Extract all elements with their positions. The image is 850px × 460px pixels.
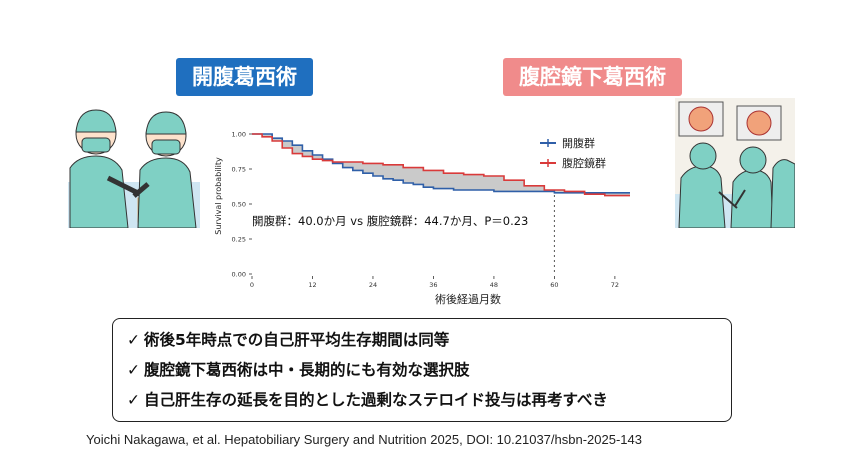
summary-point-text: 自己肝生存の延長を目的とした過剰なステロイド投与は再考すべき [144, 391, 608, 409]
open-surgery-label: 開腹葛西術 [176, 58, 313, 96]
y-axis: 0.00 0.25 0.50 0.75 1.00 [232, 131, 252, 279]
y-axis-label: Survival probability [214, 157, 223, 235]
x-tick-label: 12 [308, 281, 316, 289]
summary-point: ✓ 術後5年時点での自己肝平均生存期間は同等 [127, 325, 717, 355]
x-tick-label: 0 [250, 281, 254, 289]
y-tick-label: 0.75 [232, 166, 246, 174]
x-tick-label: 36 [429, 281, 437, 289]
survival-difference-area [252, 134, 630, 196]
y-tick-label: 1.00 [232, 131, 246, 139]
check-icon: ✓ [127, 391, 140, 409]
median-survival-annotation: 開腹群：40.0か月 vs 腹腔鏡群：44.7か月、P＝0.23 [252, 214, 528, 228]
y-tick-label: 0.50 [232, 201, 246, 209]
summary-point-text: 術後5年時点での自己肝平均生存期間は同等 [144, 331, 450, 349]
legend-label-open: 開腹群 [562, 136, 595, 150]
open-surgery-illustration [68, 109, 200, 228]
series-line-laparoscopic [252, 133, 630, 197]
y-tick-label: 0.00 [232, 271, 246, 279]
x-tick-label: 72 [611, 281, 619, 289]
x-tick-label: 24 [369, 281, 377, 289]
check-icon: ✓ [127, 331, 140, 349]
x-tick-label: 48 [490, 281, 498, 289]
x-axis-label: 術後経過月数 [435, 292, 501, 306]
legend: 開腹群 腹腔鏡群 [540, 136, 606, 170]
laparoscopic-surgery-label: 腹腔鏡下葛西術 [503, 58, 682, 96]
summary-box: ✓ 術後5年時点での自己肝平均生存期間は同等 ✓ 腹腔鏡下葛西術は中・長期的にも有効… [112, 318, 732, 422]
laparoscopic-surgery-illustration [675, 98, 795, 228]
summary-point-text: 腹腔鏡下葛西術は中・長期的にも有効な選択肢 [144, 361, 470, 379]
check-icon: ✓ [127, 361, 140, 379]
legend-item-laparoscopic: 腹腔鏡群 [540, 156, 606, 170]
citation: Yoichi Nakagawa, et al. Hepatobiliary Su… [86, 432, 642, 447]
x-tick-label: 60 [550, 281, 558, 289]
x-axis: 0 12 24 36 48 60 72 [250, 276, 619, 289]
legend-label-laparoscopic: 腹腔鏡群 [562, 156, 606, 170]
summary-point: ✓ 自己肝生存の延長を目的とした過剰なステロイド投与は再考すべき [127, 385, 717, 415]
legend-item-open: 開腹群 [540, 136, 595, 150]
survival-chart: 0.00 0.25 0.50 0.75 1.00 0 12 24 36 48 60 72 Survi… [214, 131, 630, 306]
series-line-open [252, 133, 630, 194]
summary-point: ✓ 腹腔鏡下葛西術は中・長期的にも有効な選択肢 [127, 355, 717, 385]
y-tick-label: 0.25 [232, 236, 246, 244]
